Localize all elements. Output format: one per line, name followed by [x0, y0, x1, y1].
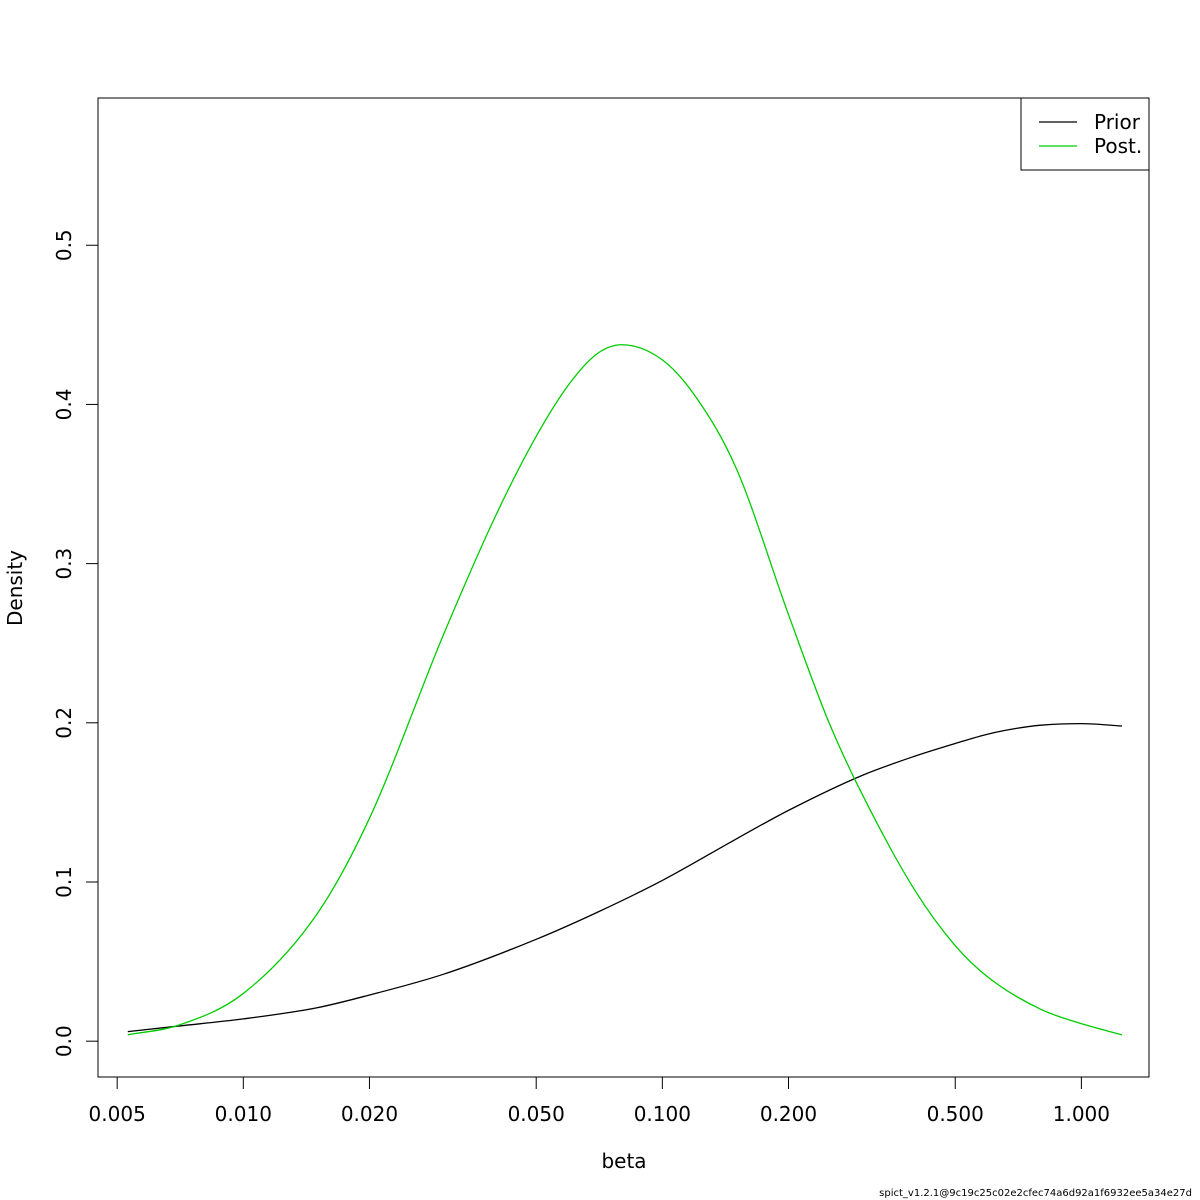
- legend-label-post: Post.: [1094, 134, 1142, 158]
- x-tick-label: 0.050: [508, 1102, 565, 1126]
- y-tick-label: 0.4: [52, 389, 76, 421]
- y-tick-label: 0.5: [52, 229, 76, 261]
- y-tick-label: 0.1: [52, 866, 76, 898]
- y-axis-title: Density: [3, 550, 27, 626]
- x-axis: 0.005 0.010 0.020 0.050 0.100 0.200 0.500 1.000: [89, 1076, 1110, 1126]
- x-tick-label: 0.020: [341, 1102, 398, 1126]
- footer-note: spict_v1.2.1@9c19c25c02e2cfec74a6d92a1f6…: [879, 1188, 1192, 1199]
- x-tick-label: 0.100: [634, 1102, 691, 1126]
- x-tick-label: 0.500: [927, 1102, 984, 1126]
- series-line-post: [127, 344, 1123, 1036]
- legend-box: [1020, 97, 1150, 171]
- x-tick-label: 0.010: [215, 1102, 272, 1126]
- y-axis: 0.0 0.1 0.2 0.3 0.4 0.5: [52, 229, 99, 1057]
- legend: Prior Post.: [1020, 97, 1150, 171]
- legend-label-prior: Prior: [1094, 110, 1141, 134]
- y-tick-label: 0.2: [52, 707, 76, 739]
- series-layer: [127, 344, 1123, 1036]
- x-tick-label: 0.200: [760, 1102, 817, 1126]
- x-tick-label: 0.005: [89, 1102, 146, 1126]
- series-line-prior: [127, 722, 1123, 1033]
- y-tick-label: 0.3: [52, 548, 76, 580]
- y-tick-label: 0.0: [52, 1025, 76, 1057]
- x-axis-title: beta: [601, 1149, 646, 1173]
- x-tick-label: 1.000: [1053, 1102, 1110, 1126]
